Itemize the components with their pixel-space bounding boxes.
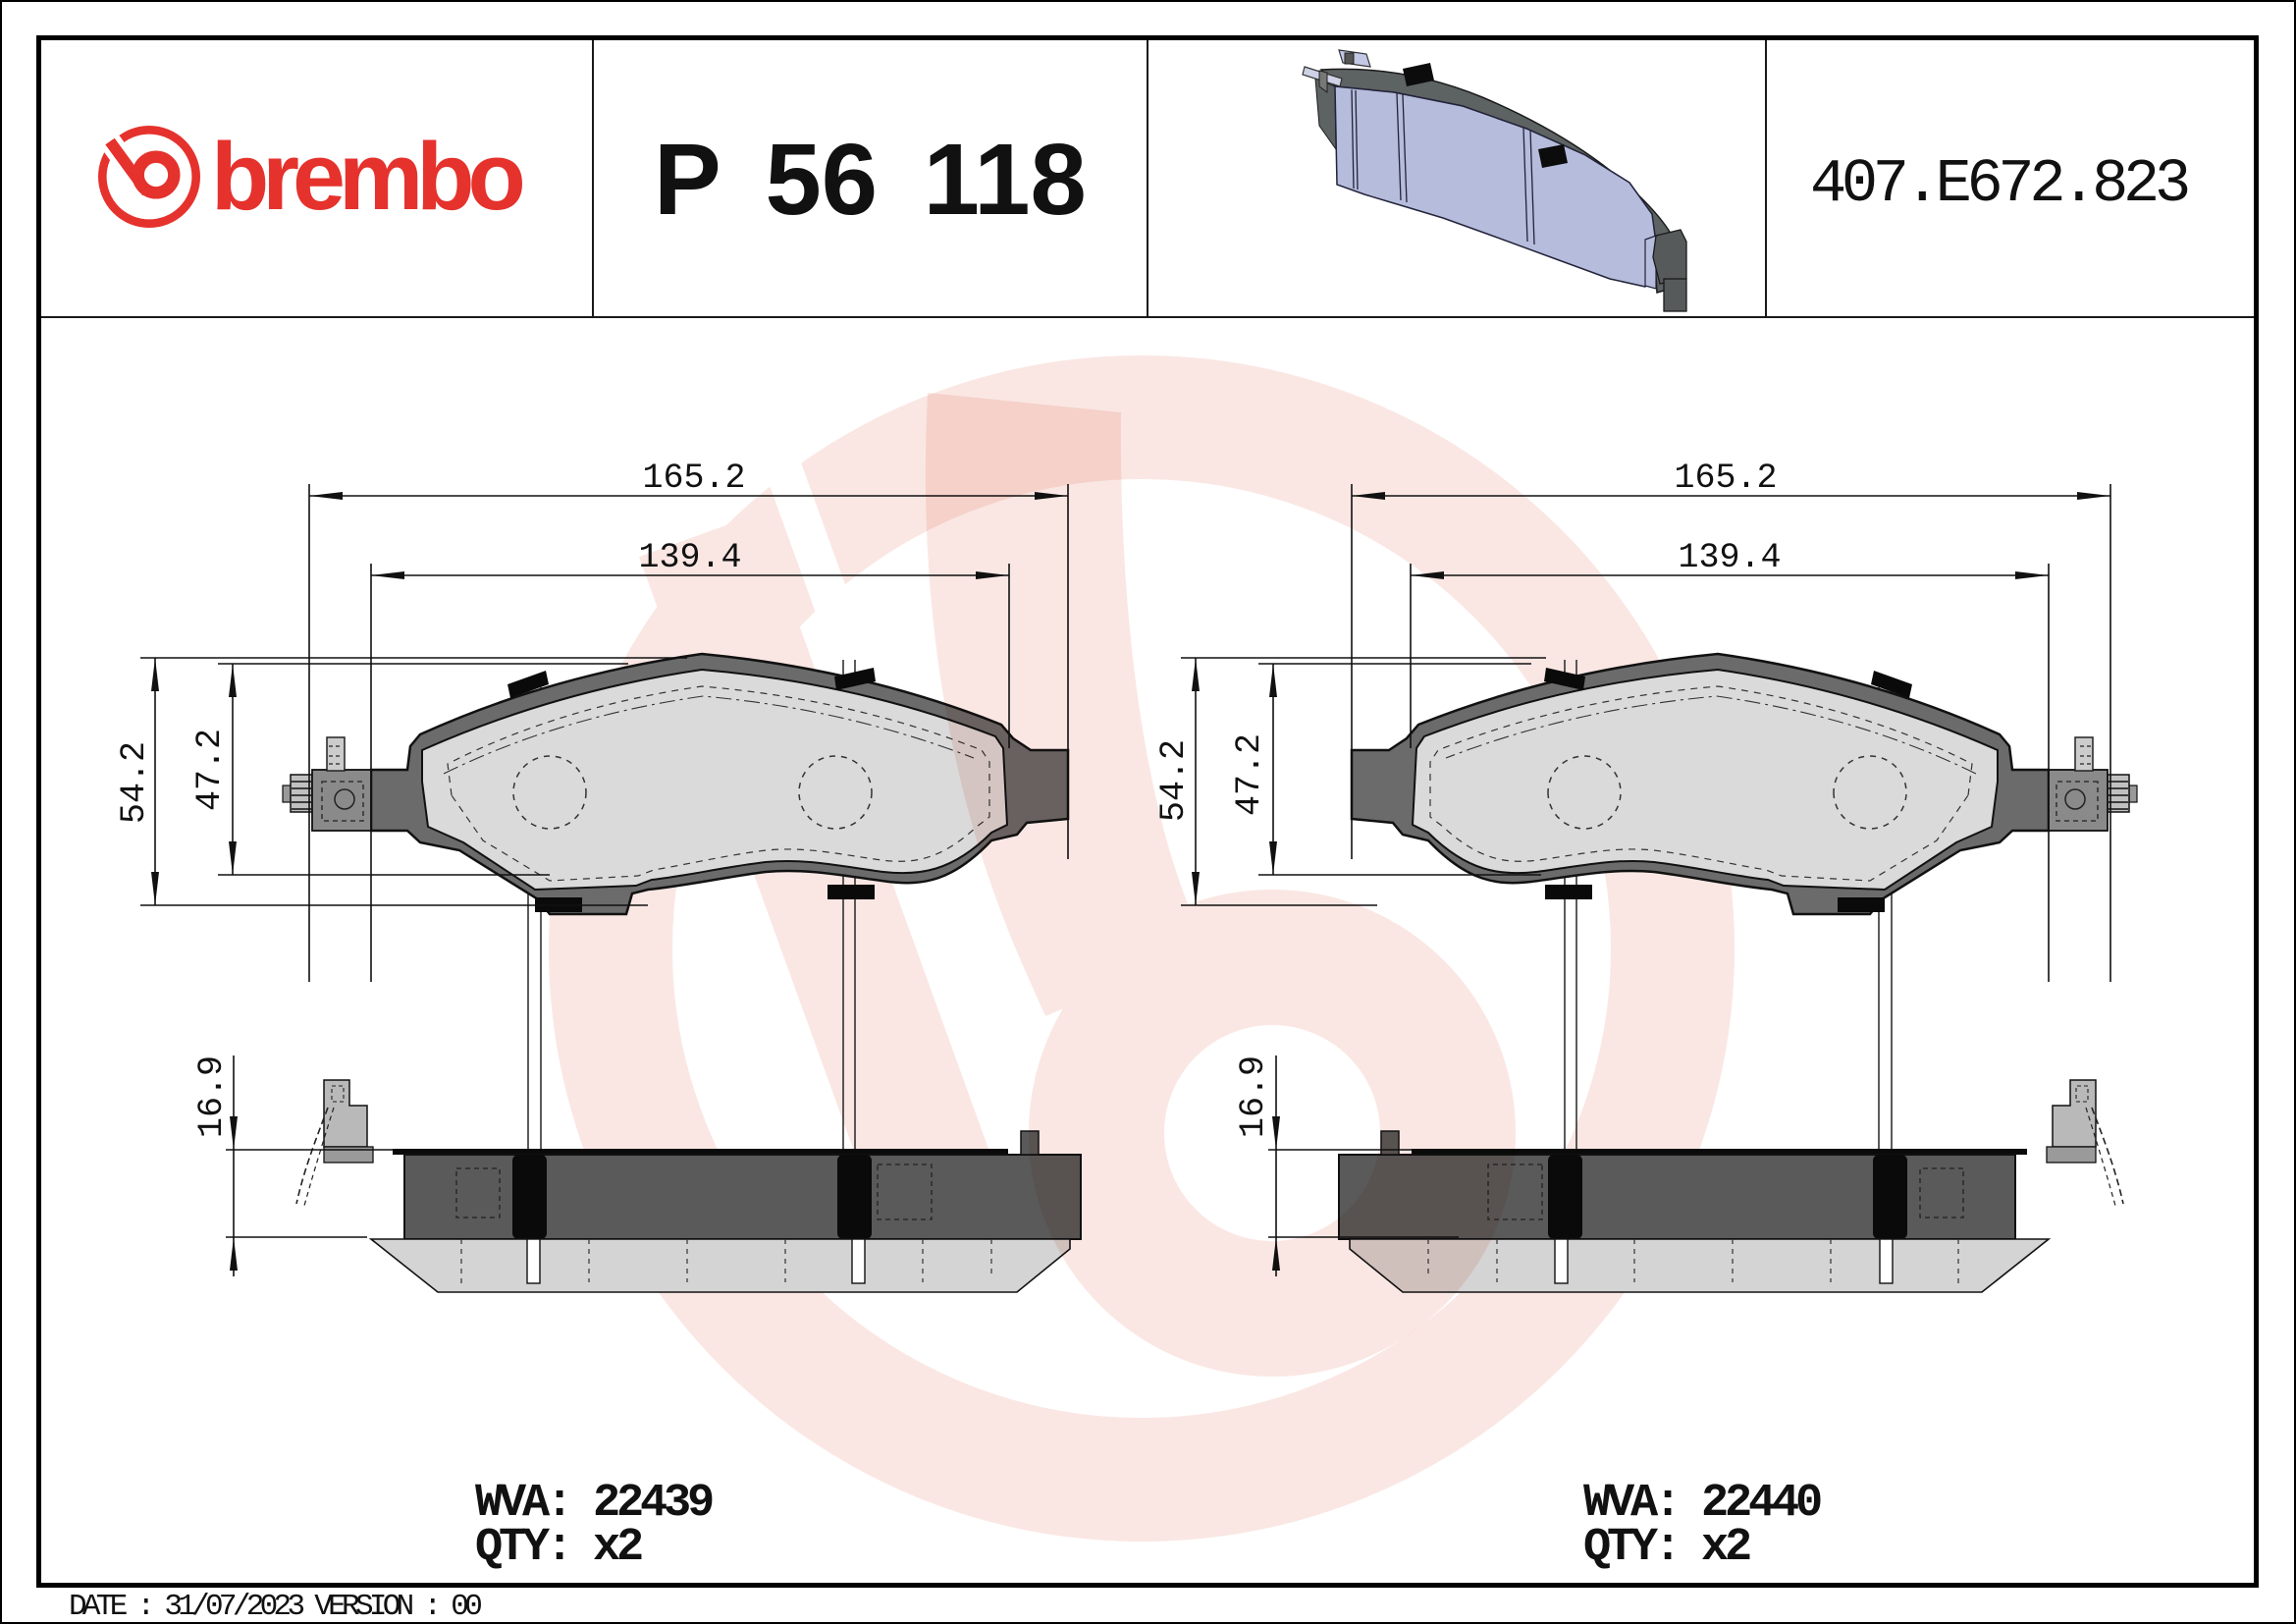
svg-text:54.2: 54.2: [1154, 739, 1194, 822]
svg-text:16.9: 16.9: [192, 1056, 232, 1138]
svg-text:165.2: 165.2: [1674, 459, 1777, 498]
svg-text:brembo: brembo: [211, 123, 522, 230]
svg-text:139.4: 139.4: [638, 538, 741, 577]
svg-text:47.2: 47.2: [1230, 733, 1269, 816]
svg-text:165.2: 165.2: [642, 459, 745, 498]
svg-text:16.9: 16.9: [1234, 1056, 1273, 1138]
svg-text:47.2: 47.2: [190, 729, 230, 811]
svg-text:54.2: 54.2: [115, 741, 154, 824]
svg-text:139.4: 139.4: [1678, 538, 1781, 577]
